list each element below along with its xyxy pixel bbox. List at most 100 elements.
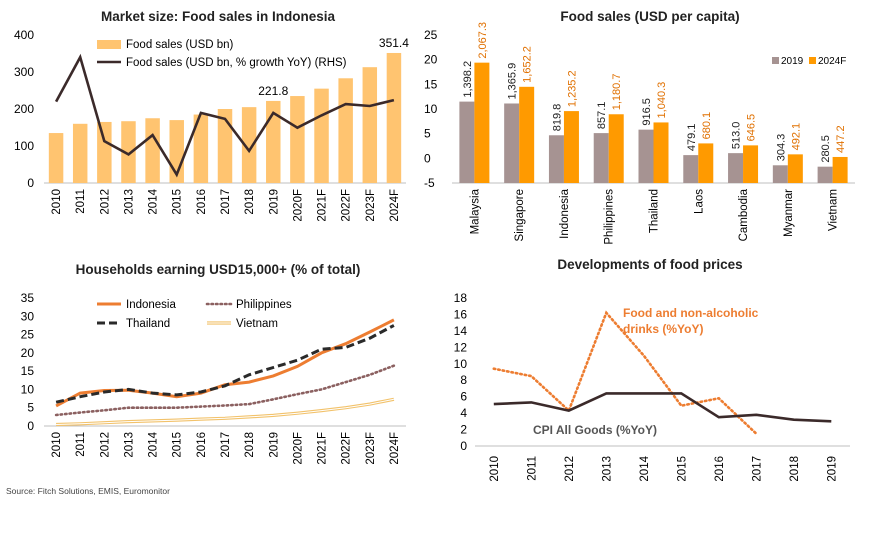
chart1-x-tick: 2023F [365,189,377,222]
chart2-data-label: 1,652.2 [522,46,534,83]
chart4-y-tick: 18 [454,291,468,305]
chart3-y-tick: 35 [21,291,35,305]
chart1-y2-tick: 20 [424,53,438,67]
chart1-bar [362,67,378,183]
chart2-data-label: 1,180.7 [611,74,623,111]
chart1-x-tick: 2017 [220,189,232,215]
chart3-y-tick: 10 [21,382,35,396]
chart2-data-label: 304.3 [775,134,787,162]
chart1-x-tick: 2010 [51,189,63,215]
chart3-legend-thailand: Thailand [126,318,170,330]
chart4-title: Developments of food prices [557,257,743,272]
chart2-bar-2019 [638,129,654,183]
chart4-x-tick: 2016 [714,456,726,482]
chart2-legend-2019: 2019 [781,56,804,67]
chart2-bar-2019 [593,133,609,183]
chart4-y-tick: 8 [460,373,467,387]
chart2-data-label: 819.8 [551,104,563,132]
chart3-x-tick: 2022F [341,432,353,465]
chart3-x-tick: 2010 [51,432,63,458]
chart1-bar [314,88,329,183]
chart4-y-tick: 16 [454,307,468,321]
chart2-data-label: 280.5 [820,135,832,163]
chart4-y-tick: 14 [454,324,468,338]
chart1-y2-tick: 25 [424,28,438,42]
chart2-data-label: 1,235.2 [566,70,578,107]
chart2-data-label: 2,067.3 [477,22,489,59]
chart2-x-tick: Vietnam [828,189,840,231]
chart3-legend-indonesia: Indonesia [126,299,176,311]
chart1-bar [121,121,136,183]
chart1-x-tick: 2024F [389,189,401,222]
chart1-y-tick: 400 [14,28,34,42]
chart4-label-food: Food and non-alcoholic [623,306,759,320]
chart1-bar [193,114,209,183]
chart3-x-tick: 2014 [148,431,160,457]
chart2-legend-swatch-2024F [809,57,816,64]
chart2-x-tick: Singapore [514,189,526,241]
chart3-line-philippines [54,364,396,417]
chart2-bar-2019 [728,153,744,183]
chart3-y-tick: 25 [21,328,35,342]
chart1-y-tick: 300 [14,65,34,79]
chart3-y-tick: 30 [21,309,35,323]
chart1-bar [217,109,233,183]
chart4-line-cpi [493,392,832,423]
chart1-growth-line [54,53,395,178]
chart2-data-label: 1,398.2 [462,61,474,98]
chart4-y-tick: 4 [460,406,467,420]
chart2-x-tick: Cambodia [738,188,750,241]
chart1-x-tick: 2016 [196,189,208,215]
chart1-bar [48,133,64,183]
chart3-y-tick: 5 [27,401,34,415]
chart2-data-label: 1,040.3 [656,82,668,119]
chart2-x-tick: Malaysia [469,188,481,234]
chart1-y2-tick: 5 [424,127,431,141]
chart4-y-tick: 0 [460,439,467,453]
chart3-x-tick: 2020F [292,432,304,465]
chart3-x-tick: 2023F [365,432,377,465]
chart4-label-food: drinks (%YoY) [623,322,703,336]
chart3-line-thailand [55,324,395,404]
chart3-x-tick: 2024F [389,432,401,465]
chart2-bar-2024F [832,156,848,183]
chart3-legend-philippines: Philippines [236,299,292,311]
chart1-x-tick: 2014 [148,188,160,214]
chart2-data-label: 513.0 [731,122,743,150]
chart1-bar [145,118,160,183]
chart4-y-tick: 2 [460,423,467,437]
chart2-bar-2019 [548,135,564,183]
chart2-legend-2024F: 2024F [818,56,846,67]
chart3-x-tick: 2021F [317,432,329,465]
chart2-x-tick: Myanmar [783,189,795,237]
chart1-bar [386,52,402,184]
chart4-x-tick: 2013 [601,456,613,482]
chart1-title: Market size: Food sales in Indonesia [100,9,336,24]
chart2-bar-2019 [772,165,788,183]
chart3-title: Households earning USD15,000+ (% of tota… [75,262,361,277]
chart1-x-tick: 2015 [172,189,184,215]
source-note: Source: Fitch Solutions, EMIS, Euromonit… [6,486,170,496]
chart2-bar-2024F [653,122,669,183]
chart2-bar-2024F [563,111,579,183]
chart2-title: Food sales (USD per capita) [560,9,740,24]
chart3-x-tick: 2012 [99,432,111,458]
chart2-bar-2019 [504,103,520,183]
chart2-x-tick: Philippines [604,189,616,245]
chart4-x-tick: 2014 [639,455,651,481]
chart1-bar [72,123,88,183]
chart3-y-tick: 0 [27,419,34,433]
chart2-bar-2024F [743,145,759,183]
chart3-x-tick: 2015 [172,432,184,458]
chart2-bar-2019 [817,166,833,183]
chart3-x-tick: 2013 [123,432,135,458]
chart1-legend-swatch-bars [97,40,121,49]
chart1-y2-tick: -5 [424,176,435,190]
chart1-x-tick: 2011 [75,189,87,214]
chart1-y-tick: 0 [27,176,34,190]
chart1-bar [290,96,305,183]
chart2-data-label: 479.1 [686,124,698,152]
